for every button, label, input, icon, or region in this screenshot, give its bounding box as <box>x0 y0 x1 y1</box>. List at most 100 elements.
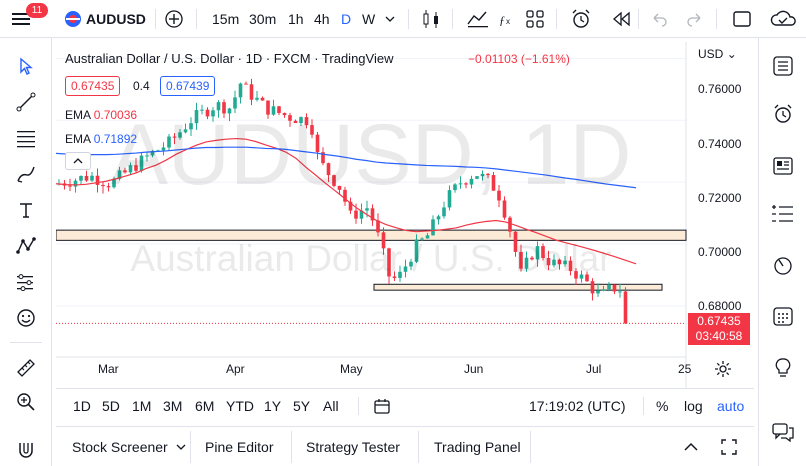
main-menu-button[interactable] <box>12 0 36 38</box>
range-all[interactable]: All <box>323 398 339 414</box>
candle-down <box>101 184 105 187</box>
candle-up <box>211 110 215 117</box>
ruler-tool[interactable] <box>12 354 40 382</box>
buy-price-button[interactable]: 0.67439 <box>160 76 216 96</box>
indicators-button[interactable] <box>466 0 490 38</box>
watchlist-button[interactable] <box>769 52 797 80</box>
gauge-icon <box>774 257 792 275</box>
tab-pine-editor[interactable]: Pine Editor <box>205 439 274 455</box>
pattern-tool[interactable] <box>12 232 40 260</box>
candle-down <box>392 276 397 278</box>
chat-button[interactable] <box>769 418 797 446</box>
candle-down <box>590 281 595 294</box>
redo-button[interactable] <box>686 0 704 38</box>
trend-line-tool[interactable] <box>12 88 40 116</box>
chart-legend-title[interactable]: Australian Dollar / U.S. Dollar · 1D · F… <box>65 51 394 66</box>
range-5d[interactable]: 5D <box>102 398 120 414</box>
tab-trading-panel[interactable]: Trading Panel <box>434 439 521 455</box>
candle-up <box>216 102 221 111</box>
news-button[interactable] <box>769 152 797 180</box>
undo-button[interactable] <box>650 0 668 38</box>
currency-selector[interactable]: USD ⌄ <box>698 47 737 61</box>
candle-down <box>497 190 501 201</box>
time-tick: Apr <box>226 362 245 376</box>
timeframe-1h[interactable]: 1h <box>288 11 304 27</box>
symbol-flag-icon <box>64 0 82 38</box>
chevron-up-icon <box>73 158 83 164</box>
expand-panel-button[interactable] <box>682 427 700 466</box>
collapse-legend-button[interactable] <box>65 152 91 170</box>
sell-price-button[interactable]: 0.67435 <box>65 76 121 96</box>
go-to-date-button[interactable] <box>372 389 392 423</box>
range-1d[interactable]: 1D <box>73 398 91 414</box>
candle-up <box>436 216 441 220</box>
timeframe-4h[interactable]: 4h <box>314 11 330 27</box>
range-1m[interactable]: 1M <box>132 398 152 414</box>
range-1y[interactable]: 1Y <box>264 398 282 414</box>
timeframe-dropdown-button[interactable] <box>384 0 396 38</box>
tab-stock-screener[interactable]: Stock Screener <box>72 427 188 466</box>
auto-scale-toggle[interactable]: auto <box>717 398 745 414</box>
candle-up <box>447 190 452 208</box>
calendar-panel-button[interactable] <box>769 302 797 330</box>
candle-up <box>475 176 479 179</box>
measure-lines-icon <box>17 274 33 292</box>
maximize-panel-button[interactable] <box>720 427 738 466</box>
cursor-arrow-icon <box>20 57 33 75</box>
candle-up <box>618 291 622 293</box>
time-tick: Jul <box>586 362 602 376</box>
layout-button[interactable] <box>732 0 752 38</box>
replay-button[interactable] <box>611 0 631 38</box>
right-sidebar <box>758 38 806 466</box>
candle-down <box>293 120 298 124</box>
cursor-tool[interactable] <box>12 52 40 80</box>
ema-slow-legend[interactable]: EMA 0.71892 <box>65 132 137 146</box>
candle-down <box>541 246 545 259</box>
zoom-in-tool[interactable] <box>12 388 40 416</box>
alerts-panel-button[interactable] <box>769 100 797 128</box>
utc-clock[interactable]: 17:19:02 (UTC) <box>529 398 626 414</box>
tab-strategy-tester[interactable]: Strategy Tester <box>306 439 400 455</box>
chart-pane[interactable]: AUDUSD, 1D Australian Dollar / U.S. Doll… <box>56 42 754 388</box>
plus-circle-icon <box>165 10 183 28</box>
notifications-button[interactable] <box>769 354 797 382</box>
percent-scale-toggle[interactable]: % <box>656 398 669 414</box>
alert-button[interactable] <box>570 0 592 38</box>
fib-retracement-tool[interactable] <box>12 124 40 152</box>
candle-up <box>453 184 457 191</box>
brush-icon <box>17 166 35 183</box>
range-6m[interactable]: 6M <box>195 398 215 414</box>
support-resistance-zone <box>373 283 663 291</box>
timeframe-w[interactable]: W <box>362 11 376 27</box>
prediction-tool[interactable] <box>12 268 40 296</box>
candle-up <box>200 109 204 111</box>
timeframe-30m[interactable]: 30m <box>249 11 277 27</box>
range-5y[interactable]: 5Y <box>293 398 311 414</box>
symbol-search-button[interactable]: AUDUSD <box>86 11 146 27</box>
icons-tool[interactable] <box>12 304 40 332</box>
range-ytd[interactable]: YTD <box>226 398 254 414</box>
brush-tool[interactable] <box>12 160 40 188</box>
candlestick-chart[interactable] <box>56 42 754 388</box>
timeframe-d[interactable]: D <box>341 11 352 27</box>
chart-settings-gear-icon[interactable] <box>714 360 732 378</box>
text-tool[interactable] <box>12 196 40 224</box>
hotlists-button[interactable] <box>769 252 797 280</box>
templates-button[interactable] <box>525 0 545 38</box>
range-3m[interactable]: 3M <box>163 398 183 414</box>
candle-up <box>409 261 413 267</box>
log-scale-toggle[interactable]: log <box>684 398 703 414</box>
ideas-stream-button[interactable] <box>769 200 797 228</box>
magnet-tool[interactable] <box>12 436 40 464</box>
candle-up <box>178 132 182 138</box>
cloud-save-button[interactable] <box>768 0 798 38</box>
ema-slow-line <box>56 146 637 189</box>
fib-lines-icon <box>17 131 35 148</box>
timeframe-15m[interactable]: 15m <box>212 11 240 27</box>
price-tick: 0.74000 <box>698 137 742 151</box>
ema-fast-legend[interactable]: EMA 0.70036 <box>65 108 137 122</box>
compare-symbol-button[interactable] <box>164 0 184 38</box>
chart-type-button[interactable] <box>420 0 442 38</box>
